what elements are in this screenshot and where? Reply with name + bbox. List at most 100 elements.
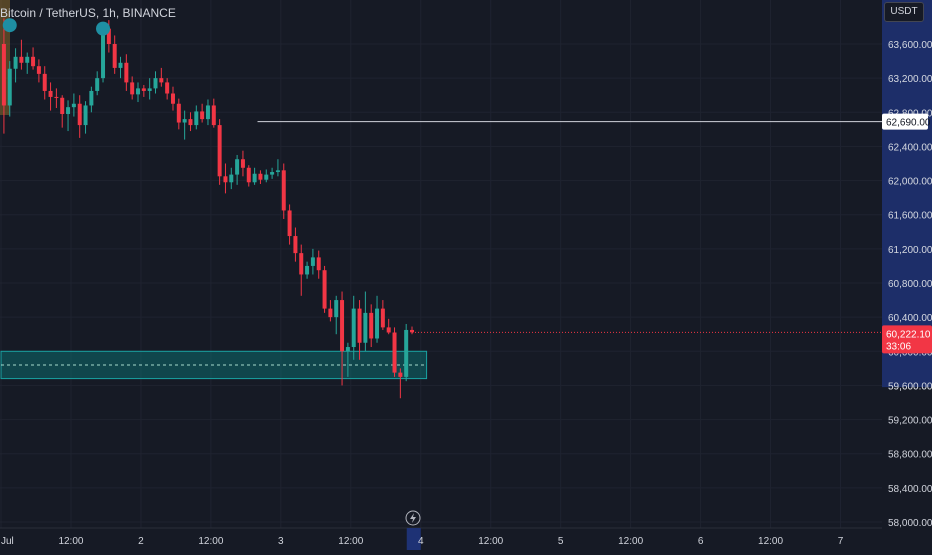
candle-body: [240, 159, 245, 168]
candle-body: [217, 125, 222, 177]
candle-body: [194, 111, 199, 126]
candle-body: [130, 82, 135, 95]
candle-body: [357, 308, 362, 343]
signal-marker: [96, 21, 111, 36]
candle-body: [182, 119, 187, 123]
price-axis: 63,600.0063,200.0062,800.0062,400.0062,0…: [882, 0, 932, 550]
candle-body: [112, 44, 117, 68]
candle-body: [334, 300, 339, 318]
price-tick-label: 58,000.00: [888, 518, 932, 529]
time-axis-range: [406, 528, 421, 550]
candle-body: [211, 105, 216, 126]
candle-body: [42, 73, 47, 91]
candle-body: [101, 28, 106, 79]
price-tick-label: 63,600.00: [888, 40, 932, 51]
currency-button[interactable]: USDT: [884, 2, 924, 22]
candle-body: [293, 236, 298, 254]
price-tick-label: 62,400.00: [888, 142, 932, 153]
price-tick-label: 61,200.00: [888, 245, 932, 256]
candle-body: [48, 90, 53, 97]
time-tick-label: 12:00: [338, 536, 363, 547]
hline-label-box: [882, 113, 928, 130]
candle-body: [363, 312, 368, 343]
time-tick-label: Jul: [1, 536, 14, 547]
candle-body: [54, 96, 59, 98]
time-tick-label: 5: [558, 536, 564, 547]
candle-body: [299, 253, 304, 275]
candle-body: [258, 173, 263, 180]
time-axis-bg: [0, 528, 882, 550]
candle-body: [31, 56, 36, 67]
markers: [2, 18, 111, 36]
candle-body: [170, 93, 175, 104]
time-tick-label: 12:00: [478, 536, 503, 547]
candle-body: [165, 82, 170, 94]
candle-body: [398, 372, 403, 377]
price-tick-label: 59,200.00: [888, 416, 932, 427]
support-zone: [0, 350, 428, 380]
time-tick-label: 12:00: [758, 536, 783, 547]
lightning-icon-bolt: [410, 513, 416, 523]
candle-body: [351, 308, 356, 348]
last-price-box: [882, 325, 932, 354]
time-axis: Jul 12:00 2 12:00 3 12:00 4 12:00 5 12:00 6 12:00 7: [0, 510, 882, 550]
time-tick-label: 3: [278, 536, 284, 547]
price-tick-label: 60,400.00: [888, 313, 932, 324]
candle-body: [153, 78, 158, 89]
price-tick-label: 58,800.00: [888, 450, 932, 461]
candle-body: [36, 66, 41, 74]
price-tick-label: 58,400.00: [888, 484, 932, 495]
candle-body: [305, 265, 310, 275]
candle-body: [66, 107, 71, 114]
candle-body: [89, 90, 94, 106]
candle-body: [188, 119, 193, 126]
lightning-icon-ring: [405, 510, 421, 526]
candle-body: [392, 332, 397, 373]
candle-body: [118, 62, 123, 68]
candle-body: [136, 88, 141, 95]
candle-body: [19, 56, 24, 63]
candle-body: [375, 308, 380, 339]
candle-body: [235, 159, 240, 175]
chart-title: Bitcoin / TetherUS, 1h, BINANCE: [0, 6, 176, 20]
candle-body: [83, 105, 88, 126]
candle-body: [281, 170, 286, 211]
lightning-icon: [405, 510, 421, 526]
candle-body: [200, 111, 205, 120]
price-tick-label: 62,000.00: [888, 177, 932, 188]
candle-body: [316, 257, 321, 271]
candle-body: [159, 78, 164, 83]
price-tick-label: 59,600.00: [888, 381, 932, 392]
candle-body: [141, 88, 146, 91]
time-tick-label: 12:00: [58, 536, 83, 547]
candle-body: [223, 176, 228, 183]
candle-body: [147, 88, 152, 91]
horizontal-line: [257, 121, 882, 333]
candle-body: [340, 300, 345, 352]
candle-body: [322, 270, 327, 309]
candle-body: [205, 105, 210, 120]
time-tick-label: 6: [698, 536, 704, 547]
candle-body: [345, 347, 350, 352]
price-tick-label: 61,600.00: [888, 211, 932, 222]
last-price-label: 60,222.10: [886, 329, 931, 340]
candle-body: [176, 103, 181, 123]
candle-body: [310, 257, 315, 266]
candle-body: [13, 56, 18, 69]
candle-body: [287, 210, 292, 237]
candle-body: [386, 327, 391, 333]
candle-body: [270, 172, 275, 175]
candle-body: [246, 167, 251, 183]
candle-body: [77, 103, 82, 126]
countdown-label: 33:06: [886, 341, 911, 352]
time-tick-label: 4: [418, 536, 424, 547]
candle-body: [7, 68, 12, 106]
price-tick-label: 63,200.00: [888, 74, 932, 85]
candle-body: [410, 329, 415, 333]
hline-label: 62,690.00: [886, 118, 931, 129]
time-tick-label: 2: [138, 536, 144, 547]
price-axis-range: [882, 0, 932, 388]
candle-body: [95, 78, 100, 91]
